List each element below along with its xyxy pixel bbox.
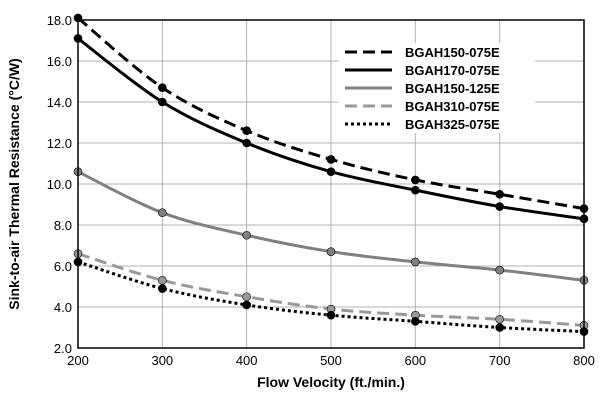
legend-label: BGAH150-075E <box>405 45 500 60</box>
x-tick-label: 700 <box>489 353 511 368</box>
legend: BGAH150-075E BGAH170-075E BGAH150-125E BGAH… <box>339 43 535 133</box>
series-bgah150-125e <box>73 167 589 285</box>
data-point <box>158 284 167 293</box>
data-point <box>495 189 504 199</box>
legend-bg <box>339 79 535 97</box>
x-tick-label: 300 <box>151 353 173 368</box>
data-point <box>242 126 251 135</box>
legend-bg <box>339 43 535 61</box>
x-tick-label: 400 <box>236 353 258 368</box>
data-point <box>242 292 251 302</box>
data-point <box>411 185 420 195</box>
data-point <box>411 257 420 267</box>
data-point <box>158 97 167 107</box>
data-point <box>326 310 336 320</box>
data-point <box>242 138 251 148</box>
series-bgah325-075e <box>73 257 589 336</box>
legend-label: BGAH170-075E <box>405 63 500 78</box>
legend-bg <box>339 61 535 79</box>
data-point <box>411 317 420 326</box>
data-point <box>326 155 336 164</box>
legend-bg <box>339 97 535 115</box>
data-point <box>495 202 504 211</box>
legend-bg <box>339 115 535 133</box>
y-axis-label: Sink-to-air Thermal Resistance (°C/W) <box>6 58 22 309</box>
y-tick-label: 18.0 <box>47 13 72 28</box>
data-point <box>242 300 251 310</box>
y-tick-label: 12.0 <box>47 136 72 151</box>
data-point <box>495 314 504 324</box>
y-tick-label: 16.0 <box>47 54 72 69</box>
x-tick-label: 200 <box>67 353 89 368</box>
data-point <box>158 276 167 285</box>
x-tick-label: 500 <box>320 353 342 368</box>
data-point <box>411 175 420 185</box>
data-point <box>158 83 167 92</box>
series-bgah310-075e <box>73 249 589 330</box>
y-tick-label: 4.0 <box>54 300 72 315</box>
data-point <box>158 208 167 217</box>
y-tick-label: 2.0 <box>54 341 72 356</box>
data-point <box>242 230 251 240</box>
legend-label: BGAH325-075E <box>405 117 500 132</box>
y-tick-label: 6.0 <box>54 259 72 274</box>
series-layer <box>73 13 589 336</box>
y-tick-label: 14.0 <box>47 95 72 110</box>
y-tick-label: 8.0 <box>54 218 72 233</box>
data-point <box>495 323 504 332</box>
y-tick-label: 10.0 <box>47 177 72 192</box>
data-point <box>326 167 336 176</box>
x-tick-label: 600 <box>404 353 426 368</box>
x-axis-label: Flow Velocity (ft./min.) <box>257 374 405 390</box>
legend-label: BGAH310-075E <box>405 99 500 114</box>
data-point <box>326 247 336 256</box>
legend-label: BGAH150-125E <box>405 81 500 96</box>
tick-labels: 200 300 400 500 600 700 800 2.0 4.0 6.0 8.0 10.0 12.… <box>47 13 595 368</box>
plot-frame <box>77 19 585 349</box>
x-tick-label: 800 <box>573 353 595 368</box>
data-point <box>495 265 504 275</box>
